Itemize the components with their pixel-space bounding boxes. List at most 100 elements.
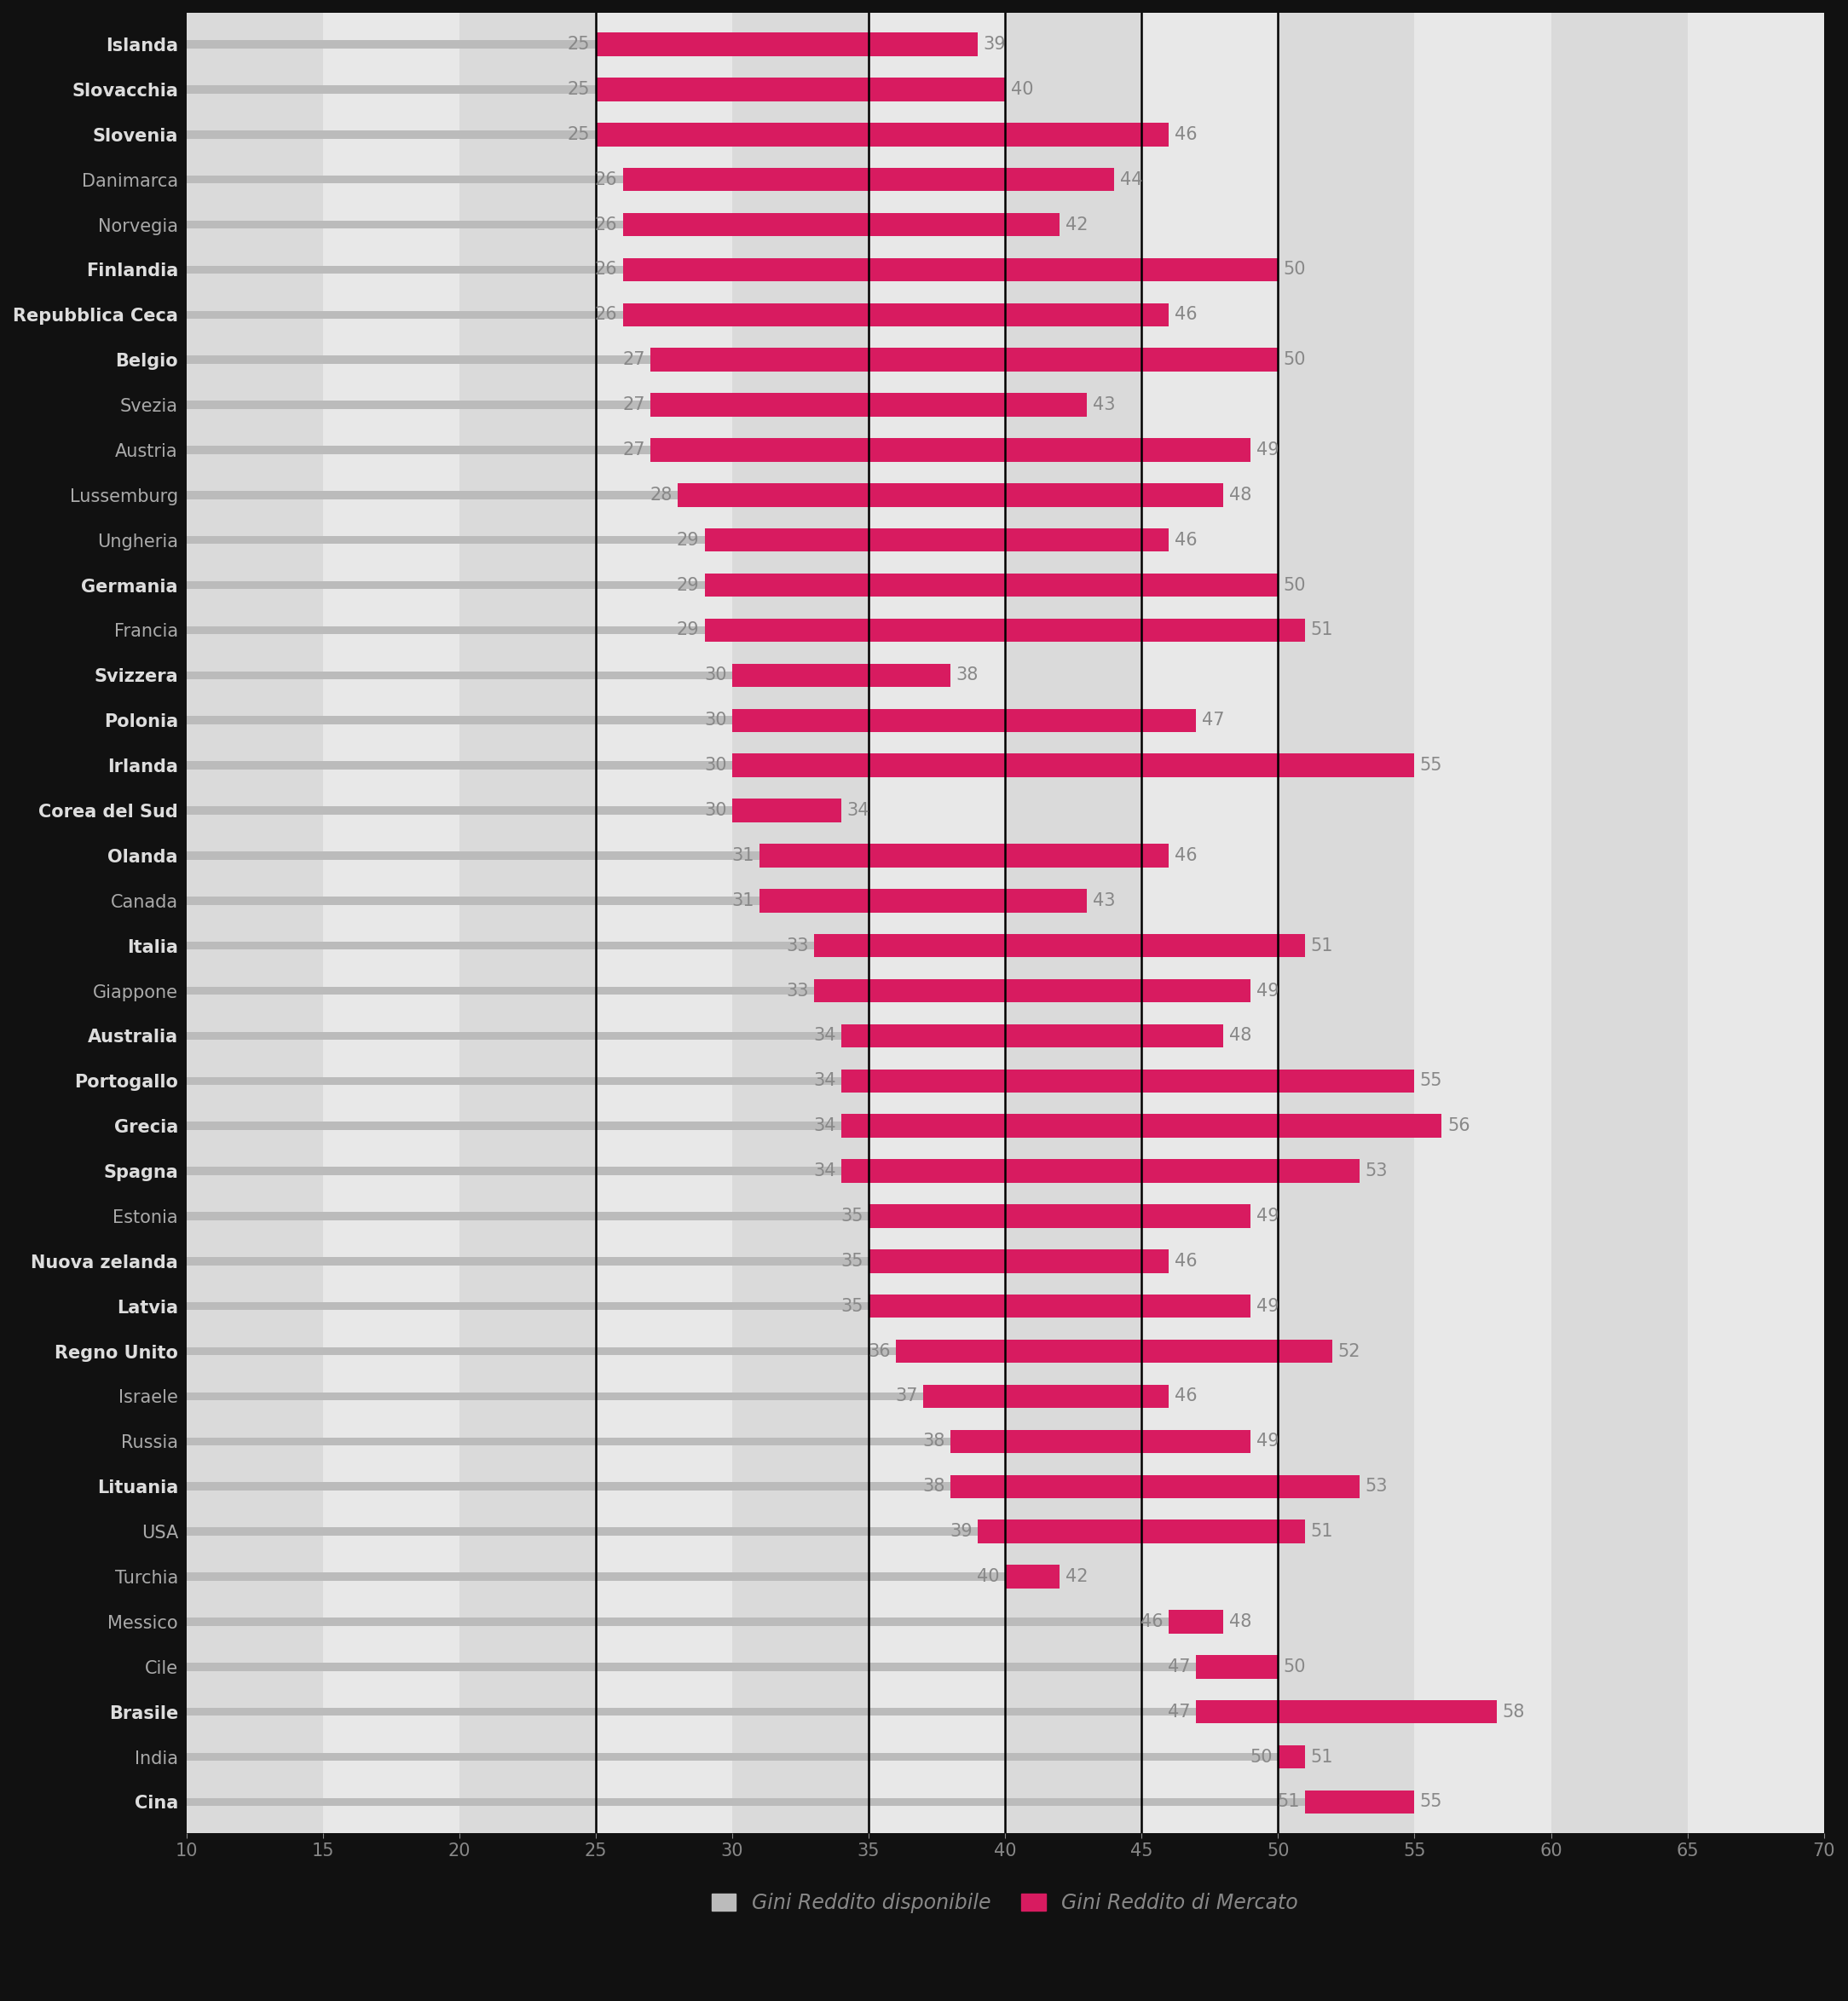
Bar [187,626,1305,634]
Text: 29: 29 [676,576,699,594]
Bar [187,310,1170,318]
Bar [187,1033,1223,1041]
Bar [187,1123,1441,1131]
Bar [187,40,978,48]
Bar [187,1753,1305,1761]
Text: 51: 51 [1310,1749,1334,1765]
Bar [869,1205,1251,1229]
Text: 29: 29 [676,622,699,638]
Text: 49: 49 [1257,1299,1279,1315]
Bar [869,12,1005,1833]
Bar [760,844,1170,866]
Bar [187,1213,1251,1221]
Text: 25: 25 [567,80,590,98]
Bar [595,32,978,56]
Text: 34: 34 [813,1117,835,1135]
Bar [595,122,1170,146]
Bar [187,580,1279,588]
Bar [187,490,1223,498]
Bar [187,1663,1279,1671]
Text: 46: 46 [1173,306,1198,324]
Bar [815,934,1305,956]
Bar [187,1617,1223,1625]
Bar [187,356,1279,364]
Bar [187,1527,1305,1535]
Bar [187,1573,1059,1581]
Bar [187,852,1170,860]
Text: 27: 27 [623,396,645,414]
Text: 26: 26 [595,170,617,188]
Bar [623,168,1114,192]
Bar [1305,1791,1414,1813]
Bar [460,12,595,1833]
Bar [841,1115,1441,1139]
Text: 53: 53 [1366,1163,1388,1179]
Text: 26: 26 [595,306,617,324]
Bar [1279,1745,1305,1769]
Text: 53: 53 [1366,1479,1388,1495]
Text: 48: 48 [1229,1027,1251,1045]
Text: 29: 29 [676,532,699,548]
Bar [187,942,1305,950]
Bar [187,130,1170,138]
Text: 49: 49 [1257,1207,1279,1225]
Text: 39: 39 [950,1523,972,1541]
Bar [650,438,1251,462]
Bar [1005,12,1142,1833]
Text: 34: 34 [846,802,869,818]
Bar [187,1167,1360,1175]
Bar [704,618,1305,642]
Bar [187,1347,1332,1355]
Text: 25: 25 [567,126,590,142]
Text: 25: 25 [567,36,590,52]
Text: 50: 50 [1284,576,1307,594]
Bar [896,1339,1332,1363]
Text: 51: 51 [1277,1793,1299,1811]
Bar [187,760,1414,770]
Text: 50: 50 [1249,1749,1273,1765]
Text: 37: 37 [894,1389,918,1405]
Text: 30: 30 [704,666,726,684]
Bar [187,806,841,814]
Bar [732,798,841,822]
Text: 39: 39 [983,36,1005,52]
Text: 47: 47 [1168,1659,1190,1675]
Bar [187,266,1279,274]
Bar [978,1521,1305,1543]
Text: 51: 51 [1310,622,1334,638]
Bar [187,86,1005,94]
Text: 58: 58 [1502,1703,1525,1721]
Bar [187,12,323,1833]
Bar [187,400,1087,408]
Bar [187,986,1251,994]
Text: 38: 38 [922,1479,944,1495]
Bar [187,1257,1170,1265]
Text: 30: 30 [704,802,726,818]
Legend: Gini Reddito disponibile, Gini Reddito di Mercato: Gini Reddito disponibile, Gini Reddito d… [702,1883,1308,1923]
Text: 40: 40 [1011,80,1033,98]
Text: 43: 43 [1092,396,1114,414]
Bar [187,1797,1414,1807]
Bar [650,392,1087,416]
Bar [650,348,1279,372]
Bar [187,1483,1360,1491]
Bar [841,1025,1223,1049]
Text: 34: 34 [813,1027,835,1045]
Text: 51: 51 [1310,936,1334,954]
Text: 30: 30 [704,756,726,774]
Bar [841,1159,1360,1183]
Bar [1142,12,1279,1833]
Text: 26: 26 [595,262,617,278]
Text: 55: 55 [1419,1793,1443,1811]
Bar [760,888,1087,912]
Text: 47: 47 [1168,1703,1190,1721]
Text: 36: 36 [869,1343,891,1361]
Bar [187,220,1059,228]
Text: 31: 31 [732,892,754,908]
Text: 35: 35 [841,1207,863,1225]
Bar [841,1069,1414,1093]
Text: 46: 46 [1173,126,1198,142]
Text: 50: 50 [1284,262,1307,278]
Bar [623,212,1059,236]
Bar [1687,12,1824,1833]
